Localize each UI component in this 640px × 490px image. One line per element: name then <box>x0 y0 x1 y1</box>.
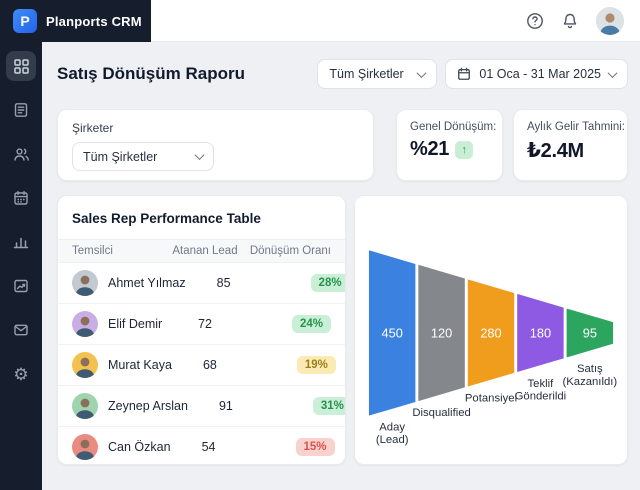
avatar <box>72 393 98 419</box>
rep-name: Zeynep Arslan <box>108 399 188 413</box>
table-body: Ahmet Yılmaz 85 28% Elif Demir 72 24% Murat Ka… <box>58 263 345 464</box>
rep-name: Ahmet Yılmaz <box>108 276 186 290</box>
rep-name: Murat Kaya <box>108 358 172 372</box>
sidebar-item-reports[interactable] <box>6 227 36 257</box>
assigned-leads: 68 <box>202 358 217 372</box>
date-range-value: 01 Oca - 31 Mar 2025 <box>479 67 601 81</box>
assigned-leads: 85 <box>216 276 231 290</box>
conversion-stat-card: Genel Dönüşüm: %21 ↑ <box>396 109 503 181</box>
column-header: Temsilci <box>72 245 113 257</box>
funnel-chart-card: 450 Aday (Lead) 120 Disqualified 280 Potansiye… <box>354 195 628 465</box>
conversion-rate-badge: 31% <box>312 397 345 415</box>
filter-label: Şirketer <box>72 121 114 135</box>
table-row[interactable]: Zeynep Arslan 91 31% <box>58 386 345 427</box>
revenue-stat-card: Aylık Gelir Tahmini: ₺2.4M <box>513 109 628 181</box>
sidebar-item-settings[interactable]: ⚙ <box>6 359 36 389</box>
table-row[interactable]: Can Özkan 54 15% <box>58 427 345 464</box>
rep-name: Elif Demir <box>108 317 163 331</box>
funnel-stage-label: Disqualified <box>412 407 470 419</box>
trend-up-icon: ↑ <box>455 140 474 159</box>
table-row[interactable]: Elif Demir 72 24% <box>58 304 345 345</box>
user-avatar[interactable] <box>596 7 624 35</box>
app-logo: P <box>13 9 37 33</box>
sidebar-item-mail[interactable] <box>6 315 36 345</box>
funnel-stage-3[interactable] <box>467 279 515 387</box>
conversion-rate-badge: 24% <box>291 315 331 333</box>
chevron-down-icon <box>194 150 205 161</box>
stat-value: %21 <box>410 138 450 160</box>
table-header-row: Temsilci Atanan Lead Dönüşüm Oranı <box>58 239 345 263</box>
calendar-icon <box>457 67 471 81</box>
app-title: Planports CRM <box>46 13 142 29</box>
assigned-leads: 54 <box>201 440 216 454</box>
page-title: Satış Dönüşüm Raporu <box>57 64 245 83</box>
funnel-stage-value: 280 <box>480 325 501 340</box>
sidebar-item-contacts[interactable] <box>6 139 36 169</box>
sidebar-item-documents[interactable] <box>6 95 36 125</box>
funnel-stage-label: Aday <box>379 421 405 433</box>
company-filter-value: Tüm Şirketler <box>329 67 404 81</box>
conversion-rate-badge: 19% <box>296 356 336 374</box>
avatar <box>72 352 98 378</box>
funnel-stage-label: Gönderildi <box>515 391 567 403</box>
funnel-stage-4[interactable] <box>517 293 564 373</box>
avatar <box>72 434 98 460</box>
table-row[interactable]: Murat Kaya 68 19% <box>58 345 345 386</box>
assigned-leads: 72 <box>198 317 212 331</box>
stat-label: Aylık Gelir Tahmini: <box>527 121 625 133</box>
bell-icon[interactable] <box>561 12 579 30</box>
funnel-stage-label: (Kazanıldı) <box>562 376 617 388</box>
line-chart-icon <box>13 278 29 294</box>
funnel-stage-label: (Lead) <box>376 434 409 446</box>
document-icon <box>13 102 29 118</box>
funnel-chart: 450 Aday(Lead) 120 Disqualified 280 Potansiye… <box>368 250 617 446</box>
funnel-stage-label: Satış <box>577 363 603 375</box>
stat-value: ₺2.4M <box>527 140 584 162</box>
grid-icon <box>13 58 30 75</box>
funnel-stage-value: 120 <box>431 325 452 340</box>
company-select[interactable]: Tüm Şirketler <box>72 142 214 171</box>
chevron-down-icon <box>416 67 427 78</box>
column-header: Atanan Lead <box>172 245 238 257</box>
sidebar-item-calendar[interactable] <box>6 183 36 213</box>
funnel-stage-label: Teklif <box>528 378 555 390</box>
funnel-stage-2[interactable] <box>418 264 465 402</box>
help-icon[interactable] <box>526 12 544 30</box>
company-filter-card: Şirketer Tüm Şirketler <box>57 109 374 181</box>
gear-icon: ⚙ <box>13 364 29 384</box>
avatar <box>72 311 98 337</box>
company-filter-dropdown[interactable]: Tüm Şirketler <box>317 59 438 89</box>
table-title: Sales Rep Performance Table <box>72 211 261 226</box>
bar-chart-icon <box>13 234 29 250</box>
date-range-picker[interactable]: 01 Oca - 31 Mar 2025 <box>445 59 628 89</box>
funnel-stage-value: 450 <box>382 325 403 340</box>
conversion-rate-badge: 15% <box>295 438 335 456</box>
stat-label: Genel Dönüşüm: <box>410 121 497 133</box>
funnel-stage-1[interactable] <box>368 250 416 416</box>
rep-name: Can Özkan <box>108 440 171 454</box>
sidebar-nav: ⚙ <box>0 42 42 490</box>
sidebar-item-dashboard[interactable] <box>6 51 36 81</box>
column-header: Dönüşüm Oranı <box>249 245 331 257</box>
main-content: Satış Dönüşüm Raporu Tüm Şirketler 01 Oc… <box>42 42 640 490</box>
funnel-stage-5[interactable] <box>566 308 614 358</box>
mail-icon <box>13 322 29 338</box>
funnel-stage-label: Potansiyel <box>465 392 517 404</box>
table-row[interactable]: Ahmet Yılmaz 85 28% <box>58 263 345 304</box>
calendar-icon <box>13 190 29 206</box>
chevron-down-icon <box>607 67 618 78</box>
funnel-stage-value: 95 <box>583 325 597 340</box>
users-icon <box>13 146 30 163</box>
assigned-leads: 91 <box>218 399 233 413</box>
sidebar-item-analytics[interactable] <box>6 271 36 301</box>
brand-block: P Planports CRM <box>0 0 151 42</box>
avatar <box>72 270 98 296</box>
conversion-rate-badge: 28% <box>310 274 345 292</box>
sales-rep-table-card: Sales Rep Performance Table Temsilci Ata… <box>57 195 346 465</box>
funnel-stage-value: 180 <box>530 325 551 340</box>
company-select-value: Tüm Şirketler <box>83 149 158 164</box>
